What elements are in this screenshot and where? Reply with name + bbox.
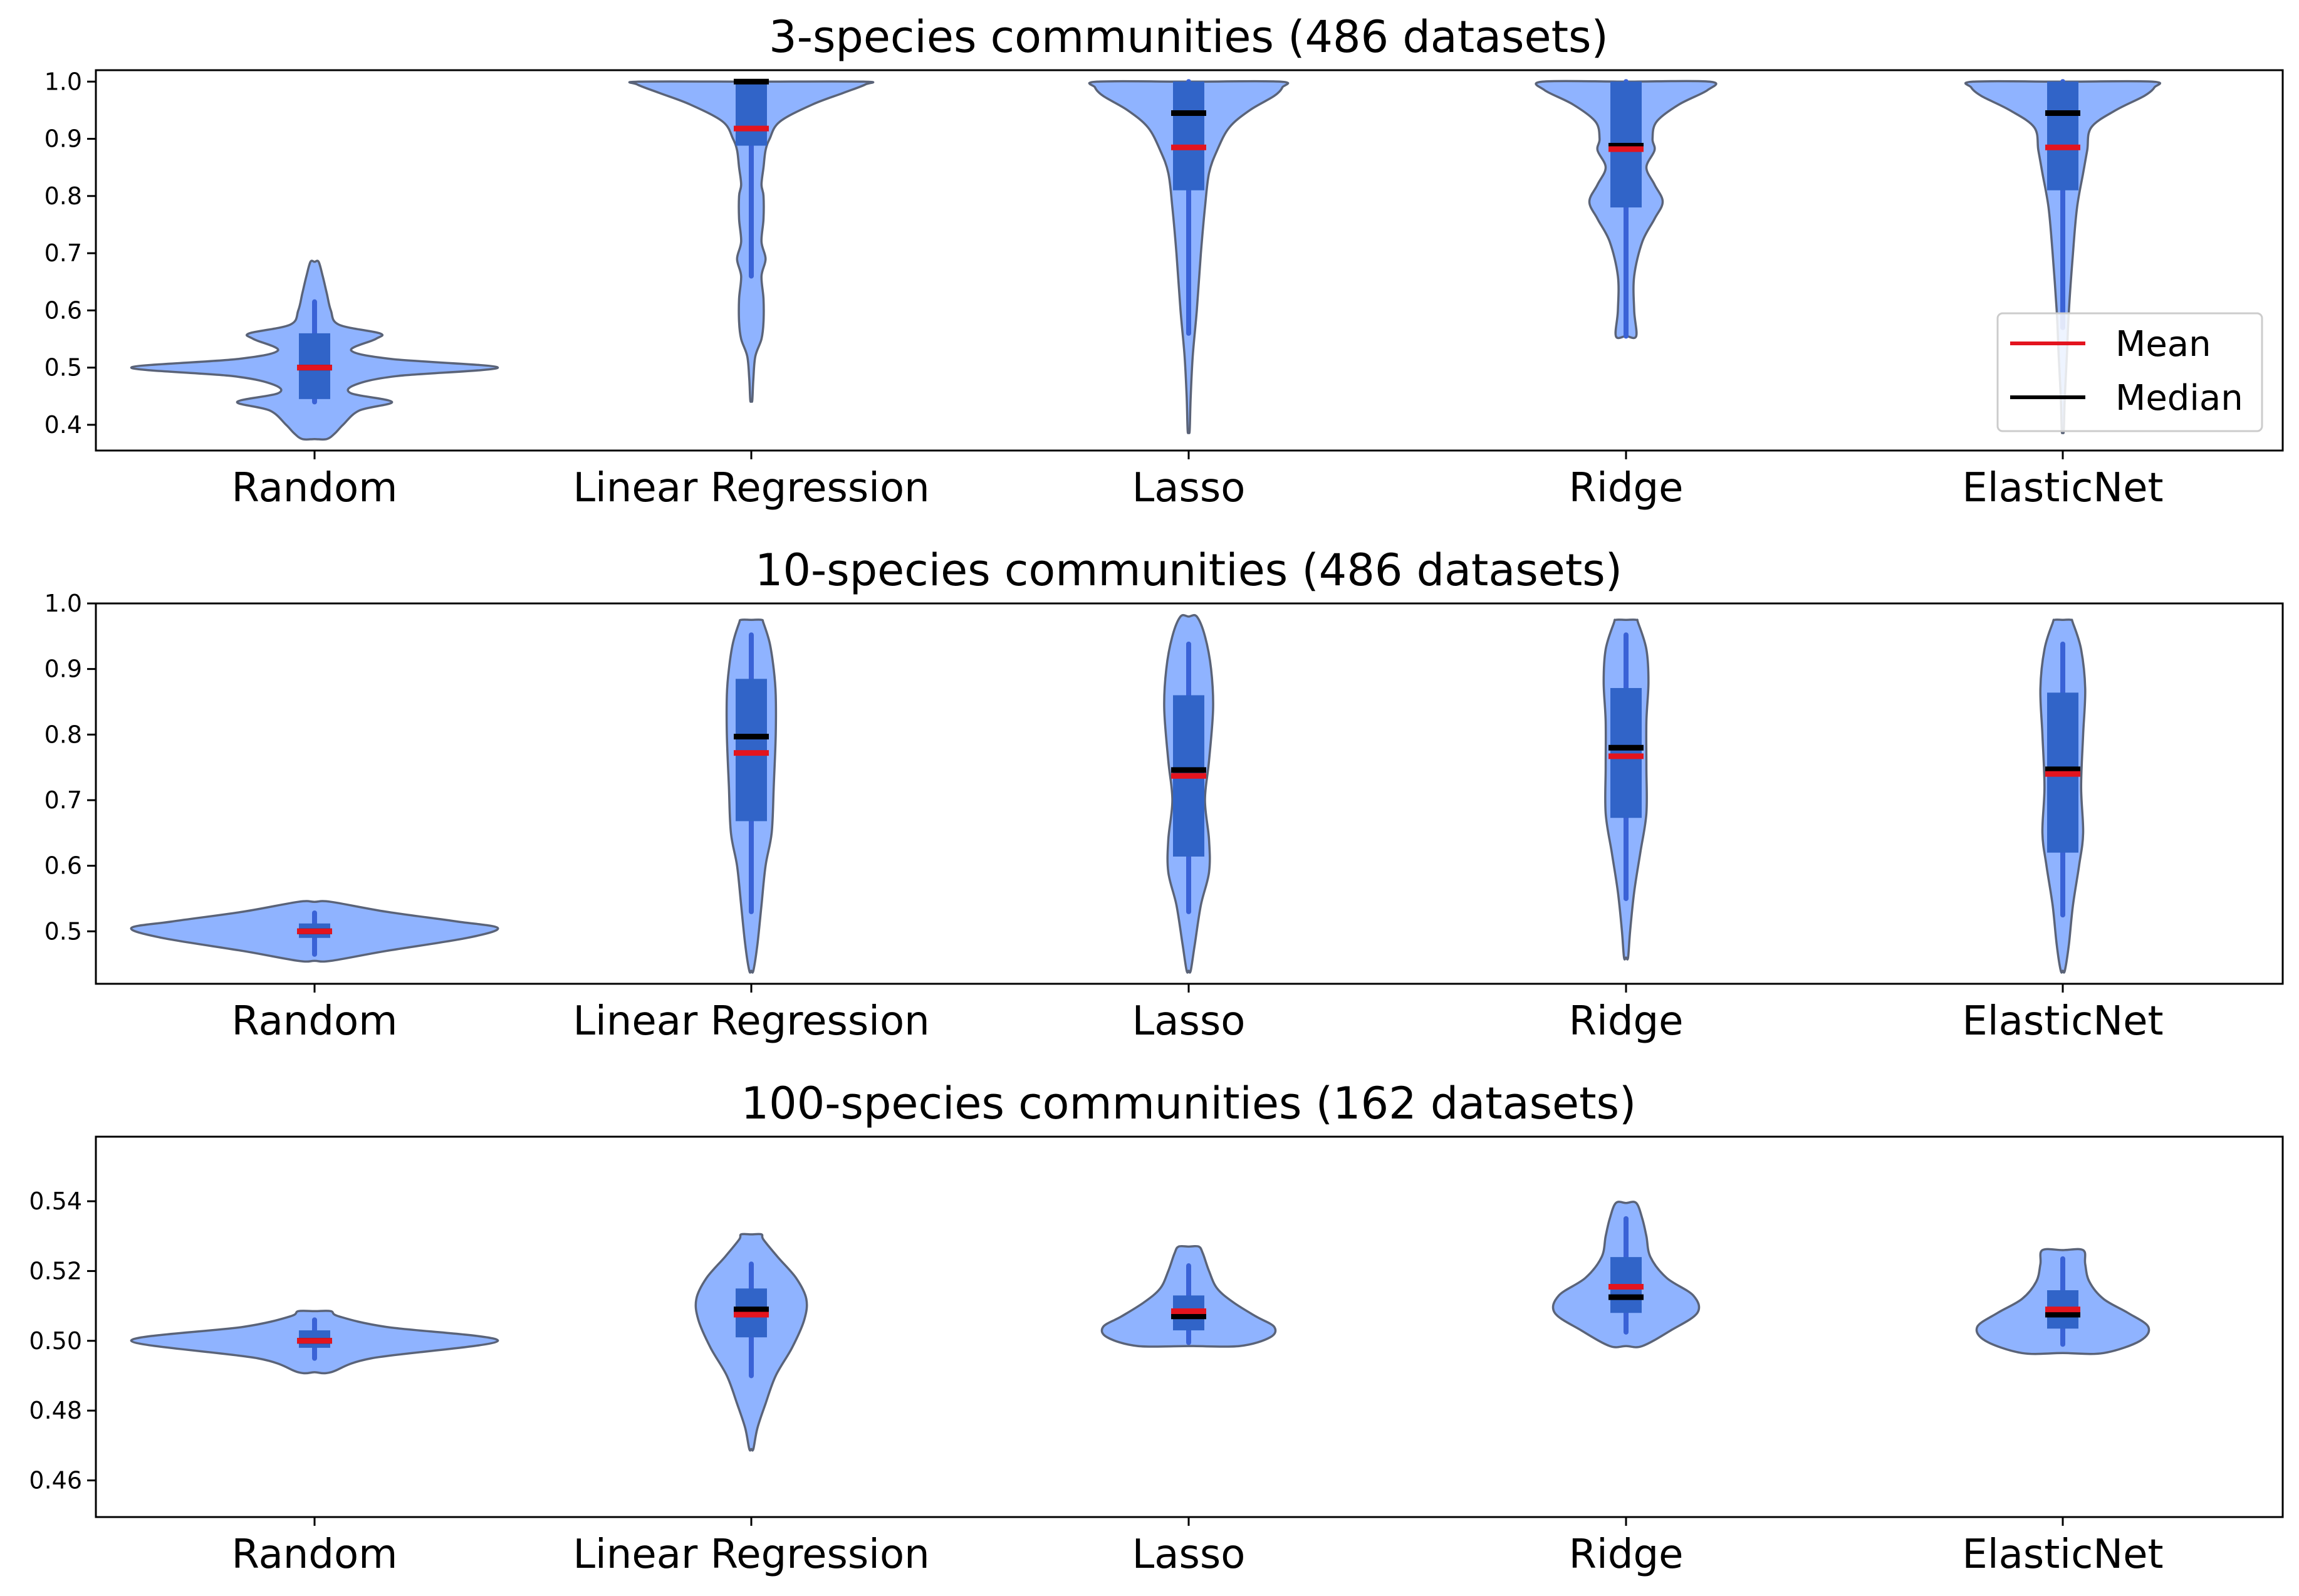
y-tick-label: 0.7 <box>44 239 82 267</box>
panel-title: 100-species communities (162 datasets) <box>741 1078 1637 1129</box>
y-tick-label: 0.52 <box>29 1257 82 1285</box>
y-tick-label: 0.5 <box>44 917 82 945</box>
panel-10-species: 10-species communities (486 datasets) 0.… <box>44 545 2284 1045</box>
y-axis: 0.5 0.6 0.7 0.8 0.9 1.0 <box>44 590 96 945</box>
panel-100-species: 100-species communities (162 datasets) 0… <box>29 1078 2284 1578</box>
y-tick-label: 0.7 <box>44 786 82 814</box>
y-tick-label: 0.54 <box>29 1187 82 1215</box>
y-axis: 0.46 0.48 0.50 0.52 0.54 <box>29 1187 96 1494</box>
y-tick-label: 0.50 <box>29 1327 82 1355</box>
x-tick-label-linear-regression: Linear Regression <box>573 998 929 1045</box>
x-tick-label-random: Random <box>232 998 398 1045</box>
x-tick-label-random: Random <box>232 465 398 511</box>
legend-mean-label: Mean <box>2115 324 2211 365</box>
y-tick-label: 0.6 <box>44 296 82 324</box>
x-tick-label-linear-regression: Linear Regression <box>573 465 929 511</box>
y-tick-label: 0.9 <box>44 125 82 153</box>
panel-title: 10-species communities (486 datasets) <box>755 545 1622 596</box>
y-tick-label: 0.6 <box>44 852 82 880</box>
y-tick-label: 1.0 <box>44 68 82 95</box>
x-tick-label-ridge: Ridge <box>1569 465 1684 511</box>
y-tick-label: 0.48 <box>29 1397 82 1424</box>
y-axis: 0.4 0.5 0.6 0.7 0.8 0.9 1.0 <box>44 68 96 439</box>
violin-group <box>130 613 2087 974</box>
iqr-box-linear-regression <box>736 81 767 146</box>
x-tick-label-elasticnet: ElasticNet <box>1962 1531 2163 1578</box>
y-tick-label: 0.5 <box>44 354 82 382</box>
y-tick-label: 0.9 <box>44 655 82 683</box>
x-axis: Random Linear Regression Lasso Ridge Ela… <box>232 1517 2164 1578</box>
iqr-box-elasticnet <box>2047 81 2078 190</box>
y-tick-label: 0.4 <box>44 411 82 439</box>
x-axis: Random Linear Regression Lasso Ridge Ela… <box>232 984 2164 1045</box>
panel-title: 3-species communities (486 datasets) <box>769 11 1608 63</box>
x-tick-label-lasso: Lasso <box>1132 465 1246 511</box>
legend-median-label: Median <box>2115 378 2243 419</box>
x-tick-label-elasticnet: ElasticNet <box>1962 998 2163 1045</box>
iqr-box-ridge <box>1610 688 1642 818</box>
iqr-box-linear-regression <box>736 679 767 821</box>
y-tick-label: 0.8 <box>44 182 82 210</box>
x-tick-label-lasso: Lasso <box>1132 998 1246 1045</box>
legend: Mean Median <box>1996 312 2263 432</box>
x-tick-label-elasticnet: ElasticNet <box>1962 465 2163 511</box>
x-tick-label-ridge: Ridge <box>1569 1531 1684 1578</box>
x-tick-label-random: Random <box>232 1531 398 1578</box>
y-tick-label: 0.8 <box>44 721 82 748</box>
x-axis: Random Linear Regression Lasso Ridge Ela… <box>232 451 2164 511</box>
y-tick-label: 0.46 <box>29 1467 82 1494</box>
y-tick-label: 1.0 <box>44 590 82 617</box>
iqr-box-lasso <box>1173 81 1204 190</box>
violin-group <box>130 78 2162 441</box>
violin-group <box>130 1201 2150 1452</box>
x-tick-label-lasso: Lasso <box>1132 1531 1246 1578</box>
panel-3-species: 3-species communities (486 datasets) 0.4… <box>44 11 2284 511</box>
x-tick-label-linear-regression: Linear Regression <box>573 1531 929 1578</box>
x-tick-label-ridge: Ridge <box>1569 998 1684 1045</box>
